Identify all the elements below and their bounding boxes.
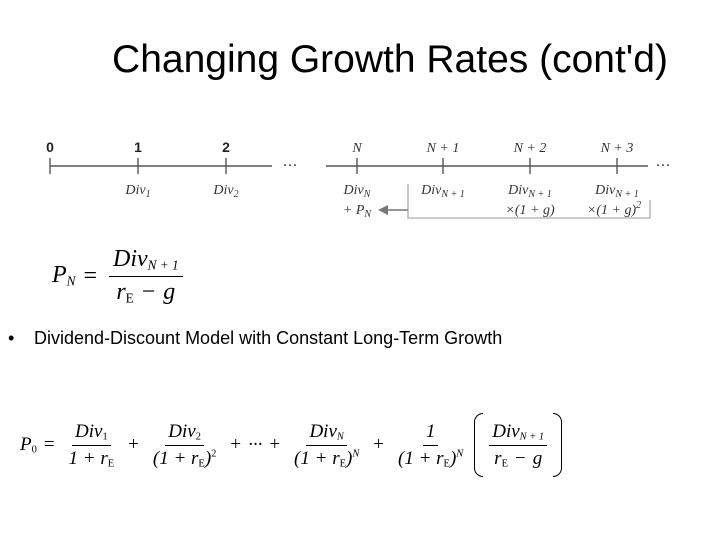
pn-equals: = [83,262,98,289]
period-label-N2: N + 2 [513,141,547,156]
p0-dots: ··· [248,434,263,455]
bullet-text: Dividend-Discount Model with Constant Lo… [34,328,503,348]
terminal-value-formula: PN = DivN + 1 rE − g [52,238,187,314]
p0-terminal-value-parenthesized: DivN + 1 rE − g [474,413,562,477]
p0-lhs: P0 [20,434,37,456]
cashflow-divN: DivN [343,183,372,200]
p0-discount-factor: 1 (1 + rE)N [398,420,464,470]
pn-lhs: PN [52,262,76,289]
p0-plus-4: + [373,434,384,455]
p0-term-1: Div1 1 + rE [68,420,115,470]
price-formula: P0 = Div1 1 + rE + Div2 (1 + rE)2 + ··· … [20,410,710,480]
cashflow-div2: Div2 [212,183,238,200]
period-label-0: 0 [46,139,54,155]
p0-plus-1: + [128,434,139,455]
p0-term-2: Div2 (1 + rE)2 [152,420,217,470]
cashflow-div1: Div1 [124,183,150,200]
cashflow-divN3: DivN + 1 [594,183,639,200]
p0-term-N: DivN (1 + rE)N [294,420,360,470]
slide-title: Changing Growth Rates (cont'd) [112,38,668,81]
period-label-N: N [351,141,362,156]
pn-numerator: DivN + 1 [109,246,183,277]
period-label-N3: N + 3 [600,141,634,156]
period-label-2: 2 [222,139,230,155]
cashflow-growth-1: ×(1 + g) [505,203,555,218]
period-label-N1: N + 1 [426,141,460,156]
timeline-ellipsis-end: ··· [656,158,671,174]
cashflow-divN1: DivN + 1 [420,183,465,200]
terminal-value-bracket [407,184,651,219]
period-label-1: 1 [134,139,142,155]
cashflow-divN2: DivN + 1 [507,183,552,200]
cash-flow-timeline: 0 1 2 N N + 1 N + 2 N + 3 ··· ··· Div1 D… [46,139,671,220]
p0-terminal-value: DivN + 1 rE − g [489,421,548,470]
bullet-marker: • [8,328,15,348]
p0-plus-2: + [230,434,242,455]
pn-fraction: DivN + 1 rE − g [109,246,183,306]
cashflow-growth-2: ×(1 + g)2 [587,200,641,218]
p0-equals: = [43,434,55,455]
terminal-value-arrow-icon [378,205,388,215]
pn-denominator: rE − g [116,278,176,305]
timeline-ellipsis-middle: ··· [283,158,298,174]
cashflow-plus-PN: + PN [343,203,373,220]
p0-plus-3: + [269,434,281,455]
